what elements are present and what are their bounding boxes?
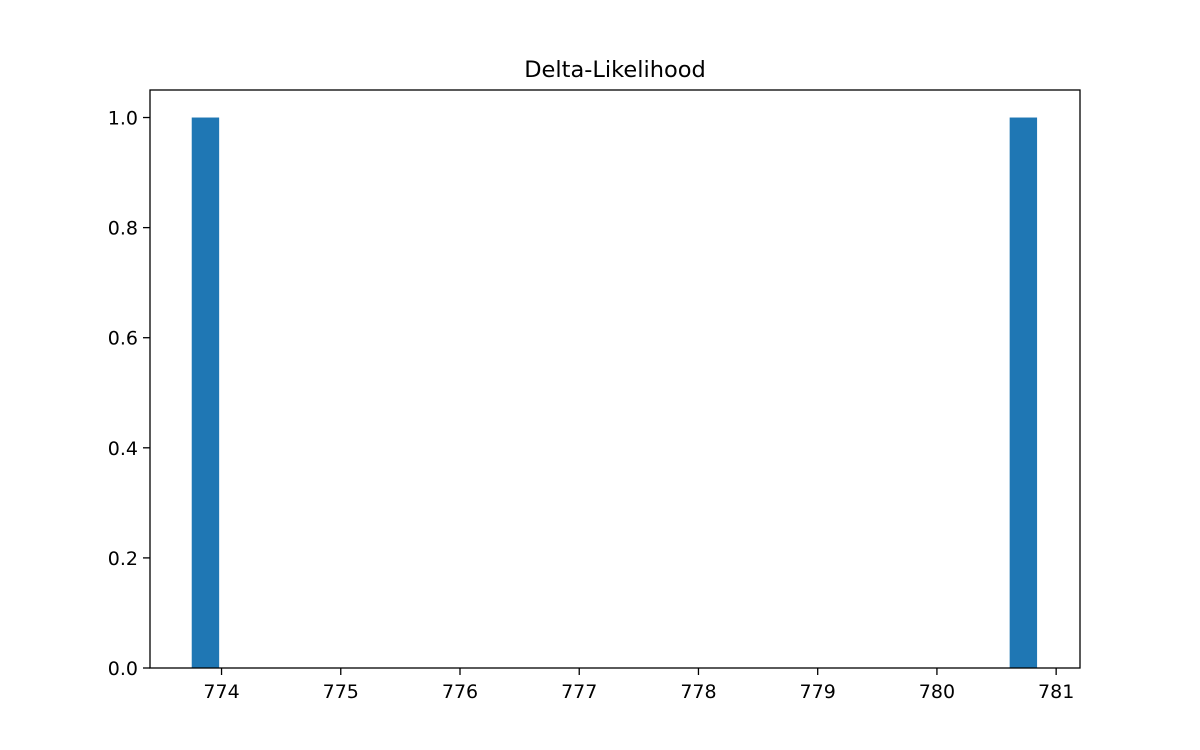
- plot-frame: [149, 89, 1081, 669]
- histogram-bar-2: [1009, 117, 1038, 669]
- x-tick-label-774: 774: [203, 681, 239, 703]
- x-tick-label-779: 779: [800, 681, 836, 703]
- y-tick-label-0.0: 0.0: [108, 658, 138, 680]
- y-tick-label-0.8: 0.8: [108, 218, 138, 240]
- x-axis: 774 775 776 777 778 779 780 781: [203, 668, 1074, 703]
- y-tick-label-0.6: 0.6: [108, 328, 138, 350]
- x-tick-label-778: 778: [680, 681, 716, 703]
- histogram-bar-1: [191, 117, 220, 669]
- x-tick-label-780: 780: [919, 681, 955, 703]
- x-tick-label-781: 781: [1038, 681, 1074, 703]
- y-tick-label-0.2: 0.2: [108, 548, 138, 570]
- bars-layer: [191, 117, 1038, 669]
- y-tick-label-1.0: 1.0: [108, 108, 138, 130]
- x-tick-label-777: 777: [561, 681, 597, 703]
- y-axis: 0.0 0.2 0.4 0.6 0.8 1.0: [108, 108, 150, 680]
- chart-title: Delta-Likelihood: [524, 57, 706, 83]
- x-tick-label-776: 776: [442, 681, 478, 703]
- y-tick-label-0.4: 0.4: [108, 438, 138, 460]
- x-tick-label-775: 775: [323, 681, 359, 703]
